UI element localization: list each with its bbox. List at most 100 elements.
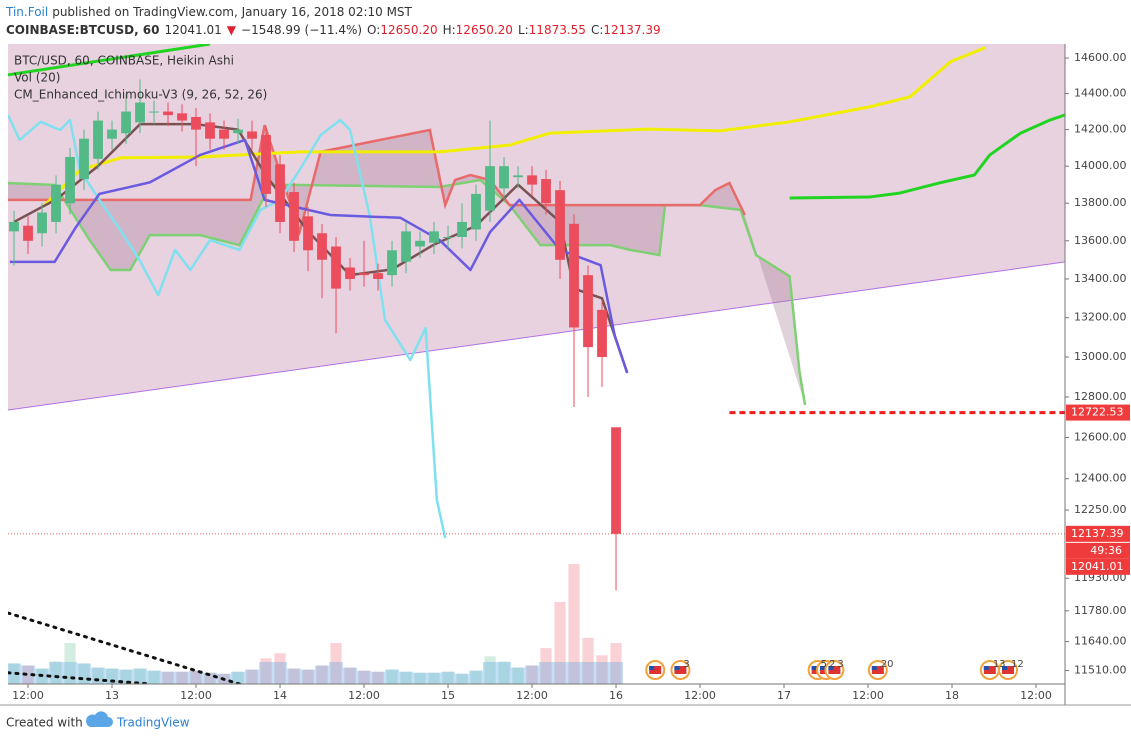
volume-base — [371, 671, 386, 684]
countdown-box — [1066, 542, 1130, 559]
candle-body — [429, 231, 439, 243]
volume-base — [301, 669, 316, 684]
x-tick-label: 12:00 — [684, 689, 716, 702]
candle-body — [289, 192, 299, 241]
volume-bar — [414, 672, 426, 684]
volume-base — [315, 665, 330, 684]
volume-bar — [442, 671, 454, 684]
volume-base — [553, 662, 568, 684]
x-tick-label: 12:00 — [348, 689, 380, 702]
candle-body — [471, 193, 481, 230]
x-tick-label: 18 — [945, 689, 959, 702]
volume-base — [609, 662, 624, 684]
footer-text: Created with — [6, 716, 83, 730]
legend-item: Vol (20) — [14, 71, 60, 85]
volume-bar — [204, 672, 216, 684]
volume-bar — [582, 637, 594, 684]
volume-base — [189, 670, 204, 684]
x-tick-label: 17 — [777, 689, 791, 702]
author[interactable]: Tin.Foil — [5, 5, 48, 19]
volume-bar — [302, 669, 314, 684]
volume-bar — [540, 648, 552, 684]
y-tick-label: 12800.00 — [1074, 390, 1127, 403]
volume-bar — [554, 601, 566, 684]
event-flag-canton — [649, 666, 655, 670]
y-tick-label: 14600.00 — [1074, 51, 1127, 64]
volume-base — [259, 662, 274, 684]
volume-bar — [134, 668, 146, 684]
y-tick-label: 14200.00 — [1074, 123, 1127, 136]
candle-body — [485, 166, 495, 211]
quote-item: O: — [367, 23, 380, 37]
candle-body — [149, 111, 159, 113]
candle-body — [79, 138, 89, 180]
y-tick-label: 13000.00 — [1074, 350, 1127, 363]
volume-bar — [106, 668, 118, 684]
volume-base — [203, 672, 218, 684]
event-count: 13 — [993, 659, 1006, 670]
candle-body — [387, 250, 397, 276]
quote-item: C: — [591, 23, 603, 37]
x-tick-label: 12:00 — [516, 689, 548, 702]
candle-body — [359, 273, 369, 276]
event-flag — [674, 666, 687, 674]
volume-bar — [232, 671, 244, 684]
event-flag-canton — [674, 666, 680, 670]
event-flag-canton — [811, 666, 817, 670]
candle-body — [443, 237, 453, 239]
candle-body — [177, 113, 187, 121]
volume-bar — [274, 653, 286, 684]
volume-base — [441, 671, 456, 684]
candle-body — [23, 225, 33, 241]
footer-link[interactable]: TradingView — [116, 716, 190, 730]
quote-item: COINBASE:BTCUSD, 60 — [6, 23, 160, 37]
volume-bar — [92, 667, 104, 684]
price-label: 12137.39 — [1071, 527, 1124, 540]
volume-bar — [148, 670, 160, 684]
x-tick-label: 12:00 — [180, 689, 212, 702]
volume-base — [287, 668, 302, 684]
volume-base — [595, 662, 610, 684]
indicator-line — [43, 46, 987, 207]
y-tick-label: 12250.00 — [1074, 503, 1127, 516]
candle-body — [261, 135, 271, 194]
volume-bar — [120, 669, 132, 684]
volume-bar — [176, 671, 188, 684]
volume-bar — [386, 669, 398, 684]
channel-line — [8, 261, 1065, 411]
candle-body — [401, 231, 411, 262]
volume-base — [77, 663, 92, 684]
quote-item: −1548.99 (−11.4%) — [241, 23, 362, 37]
volume-bar — [50, 661, 62, 684]
event-flag-canton — [1002, 666, 1008, 670]
volume-base — [147, 670, 162, 684]
y-tick-label: 14000.00 — [1074, 159, 1127, 172]
y-tick-label: 11510.00 — [1074, 664, 1127, 677]
candle-body — [597, 309, 607, 358]
candle-body — [527, 175, 537, 185]
x-tick-label: 16 — [609, 689, 623, 702]
quote-item: 11873.55 — [529, 23, 586, 37]
volume-bar — [568, 564, 580, 684]
indicator-line — [789, 113, 1065, 200]
y-tick-label: 13200.00 — [1074, 311, 1127, 324]
candle-body — [9, 221, 19, 232]
volume-base — [133, 668, 148, 684]
y-tick-label: 12600.00 — [1074, 431, 1127, 444]
event-flag-canton — [820, 666, 826, 670]
volume-base — [525, 665, 540, 684]
y-tick-label: 13800.00 — [1074, 196, 1127, 209]
volume-base — [63, 662, 78, 684]
indicator-line — [9, 138, 629, 374]
volume-base — [8, 663, 22, 684]
candle-body — [499, 166, 509, 189]
volume-bar — [358, 670, 370, 684]
event-count: 20 — [881, 659, 894, 670]
logo[interactable] — [86, 711, 113, 727]
candle-body — [345, 267, 355, 279]
candle-body — [331, 246, 341, 289]
plot — [8, 44, 1065, 684]
dotted-trendline — [8, 671, 152, 684]
candle-body — [457, 221, 467, 238]
